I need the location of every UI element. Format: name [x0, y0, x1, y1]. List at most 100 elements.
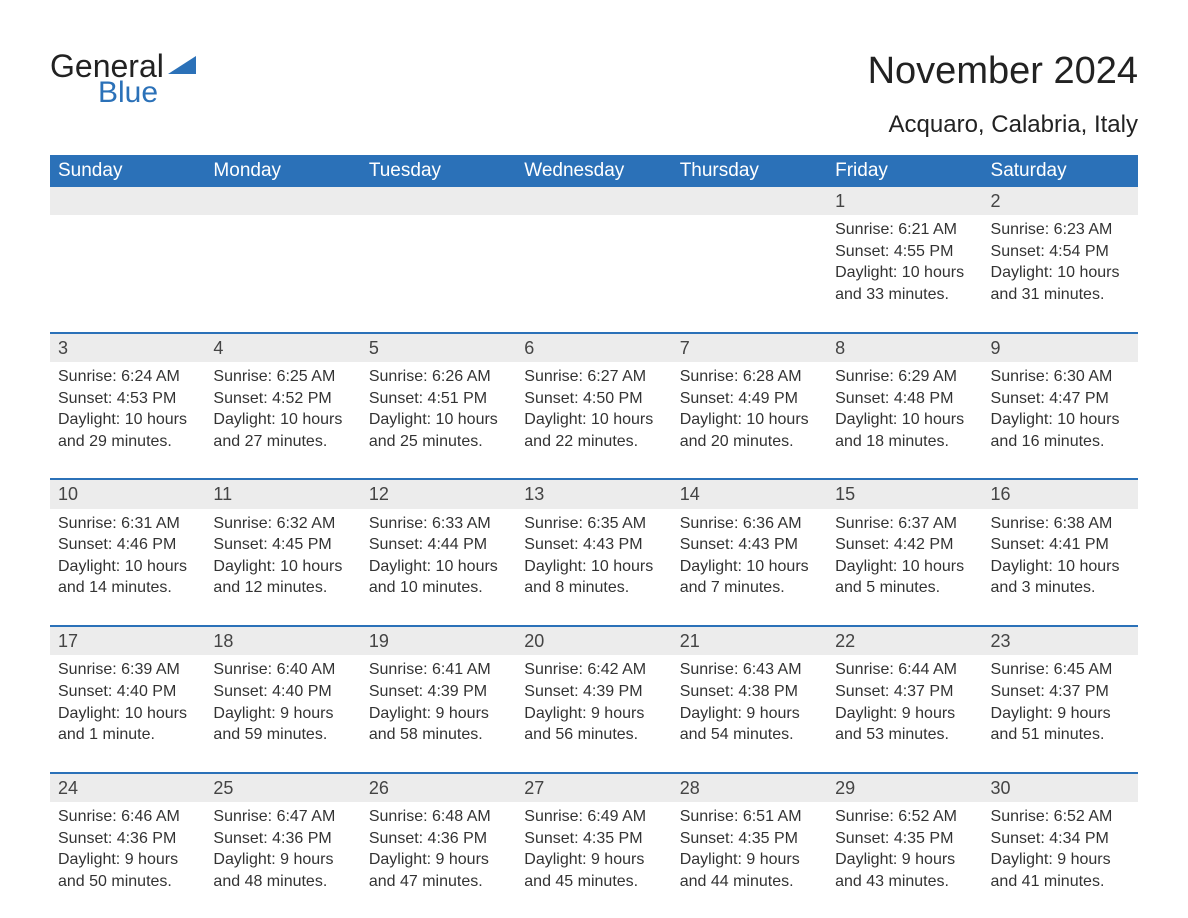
sunrise-text: Sunrise: 6:21 AM [835, 219, 974, 241]
daylight1-text: Daylight: 10 hours [835, 556, 974, 578]
day-content-cell: Sunrise: 6:46 AMSunset: 4:36 PMDaylight:… [50, 802, 205, 918]
daylight1-text: Daylight: 9 hours [524, 849, 663, 871]
sunrise-text: Sunrise: 6:45 AM [991, 659, 1130, 681]
day-content-cell [205, 215, 360, 332]
daylight1-text: Daylight: 10 hours [524, 556, 663, 578]
daylight1-text: Daylight: 10 hours [58, 556, 197, 578]
sunrise-text: Sunrise: 6:52 AM [991, 806, 1130, 828]
day-number: 14 [680, 482, 819, 506]
sunset-text: Sunset: 4:36 PM [213, 828, 352, 850]
daylight1-text: Daylight: 10 hours [835, 262, 974, 284]
day-content-cell: Sunrise: 6:38 AMSunset: 4:41 PMDaylight:… [983, 509, 1138, 626]
sunrise-text: Sunrise: 6:32 AM [213, 513, 352, 535]
day-content-cell: Sunrise: 6:45 AMSunset: 4:37 PMDaylight:… [983, 655, 1138, 772]
daylight2-text: and 27 minutes. [213, 431, 352, 453]
day-number-cell: 16 [983, 479, 1138, 508]
weekday-thursday: Thursday [672, 155, 827, 187]
day-content-cell: Sunrise: 6:49 AMSunset: 4:35 PMDaylight:… [516, 802, 671, 918]
sunset-text: Sunset: 4:48 PM [835, 388, 974, 410]
sunset-text: Sunset: 4:35 PM [680, 828, 819, 850]
day-content-cell: Sunrise: 6:32 AMSunset: 4:45 PMDaylight:… [205, 509, 360, 626]
day-content-cell: Sunrise: 6:26 AMSunset: 4:51 PMDaylight:… [361, 362, 516, 479]
day-number-cell: 11 [205, 479, 360, 508]
day-number: 23 [991, 629, 1130, 653]
day-number: 7 [680, 336, 819, 360]
day-number: 27 [524, 776, 663, 800]
day-number: 5 [369, 336, 508, 360]
sunset-text: Sunset: 4:39 PM [524, 681, 663, 703]
day-number-cell: 19 [361, 626, 516, 655]
day-number-cell: 22 [827, 626, 982, 655]
calendar-table: Sunday Monday Tuesday Wednesday Thursday… [50, 155, 1138, 918]
day-content-cell: Sunrise: 6:33 AMSunset: 4:44 PMDaylight:… [361, 509, 516, 626]
daylight2-text: and 25 minutes. [369, 431, 508, 453]
daylight2-text: and 33 minutes. [835, 284, 974, 306]
day-content-cell: Sunrise: 6:36 AMSunset: 4:43 PMDaylight:… [672, 509, 827, 626]
sunrise-text: Sunrise: 6:29 AM [835, 366, 974, 388]
daylight1-text: Daylight: 9 hours [369, 849, 508, 871]
day-number: 26 [369, 776, 508, 800]
brand-logo: General Blue [50, 50, 196, 108]
sunset-text: Sunset: 4:36 PM [369, 828, 508, 850]
day-number-cell: 20 [516, 626, 671, 655]
day-content-cell: Sunrise: 6:40 AMSunset: 4:40 PMDaylight:… [205, 655, 360, 772]
sunset-text: Sunset: 4:55 PM [835, 241, 974, 263]
daylight1-text: Daylight: 9 hours [213, 849, 352, 871]
daylight1-text: Daylight: 10 hours [369, 409, 508, 431]
location: Acquaro, Calabria, Italy [868, 111, 1138, 139]
day-content-cell: Sunrise: 6:35 AMSunset: 4:43 PMDaylight:… [516, 509, 671, 626]
sunrise-text: Sunrise: 6:43 AM [680, 659, 819, 681]
sunset-text: Sunset: 4:52 PM [213, 388, 352, 410]
day-content-cell: Sunrise: 6:29 AMSunset: 4:48 PMDaylight:… [827, 362, 982, 479]
daylight2-text: and 48 minutes. [213, 871, 352, 893]
day-number: 16 [991, 482, 1130, 506]
day-number: 9 [991, 336, 1130, 360]
daylight2-text: and 29 minutes. [58, 431, 197, 453]
day-number: 1 [835, 189, 974, 213]
day-content-cell [516, 215, 671, 332]
day-number: 24 [58, 776, 197, 800]
day-number: 21 [680, 629, 819, 653]
sunrise-text: Sunrise: 6:48 AM [369, 806, 508, 828]
sunset-text: Sunset: 4:50 PM [524, 388, 663, 410]
brand-triangle-icon [168, 56, 196, 74]
day-number: 4 [213, 336, 352, 360]
daylight2-text: and 12 minutes. [213, 577, 352, 599]
daylight2-text: and 14 minutes. [58, 577, 197, 599]
sunset-text: Sunset: 4:51 PM [369, 388, 508, 410]
day-number: 3 [58, 336, 197, 360]
sunrise-text: Sunrise: 6:36 AM [680, 513, 819, 535]
daylight1-text: Daylight: 9 hours [835, 849, 974, 871]
day-number: 25 [213, 776, 352, 800]
day-content-cell: Sunrise: 6:28 AMSunset: 4:49 PMDaylight:… [672, 362, 827, 479]
daylight1-text: Daylight: 10 hours [680, 556, 819, 578]
sunset-text: Sunset: 4:34 PM [991, 828, 1130, 850]
daylight2-text: and 51 minutes. [991, 724, 1130, 746]
daylight1-text: Daylight: 9 hours [835, 703, 974, 725]
sunset-text: Sunset: 4:41 PM [991, 534, 1130, 556]
sunset-text: Sunset: 4:43 PM [680, 534, 819, 556]
day-number-cell: 26 [361, 773, 516, 802]
sunset-text: Sunset: 4:40 PM [213, 681, 352, 703]
daylight1-text: Daylight: 10 hours [991, 262, 1130, 284]
sunset-text: Sunset: 4:54 PM [991, 241, 1130, 263]
daylight2-text: and 18 minutes. [835, 431, 974, 453]
daylight2-text: and 10 minutes. [369, 577, 508, 599]
content-row: Sunrise: 6:24 AMSunset: 4:53 PMDaylight:… [50, 362, 1138, 479]
day-number-cell: 25 [205, 773, 360, 802]
day-number-cell: 6 [516, 333, 671, 362]
day-number-cell: 17 [50, 626, 205, 655]
daylight2-text: and 1 minute. [58, 724, 197, 746]
day-number-cell: 29 [827, 773, 982, 802]
sunset-text: Sunset: 4:39 PM [369, 681, 508, 703]
day-number-cell: 30 [983, 773, 1138, 802]
daylight1-text: Daylight: 10 hours [58, 409, 197, 431]
day-number-cell: 24 [50, 773, 205, 802]
day-number-cell [50, 187, 205, 215]
daynum-row: 17181920212223 [50, 626, 1138, 655]
brand-word-2: Blue [98, 78, 196, 108]
daylight1-text: Daylight: 9 hours [991, 703, 1130, 725]
day-number: 8 [835, 336, 974, 360]
weekday-wednesday: Wednesday [516, 155, 671, 187]
day-content-cell: Sunrise: 6:25 AMSunset: 4:52 PMDaylight:… [205, 362, 360, 479]
